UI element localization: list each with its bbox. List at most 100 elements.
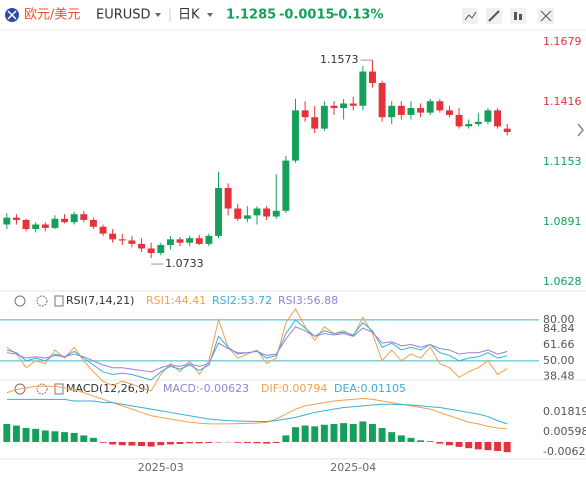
macd-bar [234,441,242,443]
tool-button[interactable] [510,8,526,24]
candle-body [359,71,367,106]
candle-body [272,210,280,217]
candle-body [388,105,396,118]
candle-body [205,235,213,244]
y-tick-label: 1.1416 [543,95,582,108]
macd-bar [12,425,20,442]
macd-bar [340,423,348,442]
candle-body [12,217,20,220]
legend-entry: MACD:-0.00623 [163,382,249,395]
candle-body [118,239,126,241]
macd-bar [157,441,165,446]
change-pct: -0.13% [333,8,384,23]
candle-body [147,248,155,254]
macd-line [6,385,508,430]
candle-body [176,239,184,243]
gear-icon[interactable] [36,295,48,307]
macd-header: MACD(12,26,9) [14,382,150,395]
macd-line [6,398,508,425]
x-tick-label: 2025-04 [330,461,376,474]
macd-bar [3,423,11,442]
macd-bar [397,435,405,442]
candle-body [195,238,203,244]
tool-icon [464,11,477,21]
candle-body [282,160,290,211]
candle-body [494,110,502,127]
macd-bar [147,441,155,447]
candle-body [292,110,299,161]
macd-bar [301,425,309,442]
candle-body [474,121,482,125]
macd-bar [426,441,434,442]
macd-bar [388,432,396,442]
candle-body [369,71,376,83]
gear-icon[interactable] [36,383,48,395]
expand-arrow[interactable] [577,123,584,137]
flag-mark [7,10,17,20]
tool-icon [514,12,517,20]
candle-body [301,110,309,118]
macd-bar [311,426,319,442]
macd-bar [166,441,174,445]
macd-bar [243,441,251,443]
y-tick-label: 80.00 [543,313,575,326]
macd-bar [263,441,271,444]
candle-body [215,187,222,236]
candle-body [166,239,174,246]
panel-icon[interactable] [54,383,64,395]
change: -0.0015 [279,8,335,23]
macd-bar [89,437,97,442]
rsi-header: RSI(7,14,21) [14,294,134,307]
macd-bar [282,435,290,442]
candle-body [436,101,444,111]
candle-body [3,217,11,225]
y-tick-label: 1.0891 [543,215,582,228]
macd-bar [445,441,453,446]
macd-bar [474,441,482,450]
symbol[interactable]: EURUSD [96,8,151,23]
dropdown-arrow[interactable] [155,13,161,17]
eye-icon[interactable] [14,295,26,307]
candle-body [349,103,357,106]
y-tick-label: 50.00 [543,354,575,367]
candle-body [128,240,136,244]
y-tick-label: 61.66 [543,338,575,351]
macd-bar [503,441,511,453]
candle-body [51,218,59,228]
macd-bar [272,441,280,443]
candle-body [22,219,30,230]
macd-bar [32,428,40,442]
macd-bar [369,423,376,442]
min-label: 1.0733 [165,257,204,270]
macd-bar [330,423,338,442]
legend-entry: DIF:0.00794 [261,382,327,395]
pair-name[interactable]: 欧元/美元 [24,8,80,23]
candle-body [407,108,415,115]
candle-body [61,218,69,223]
panel-icon[interactable] [54,295,64,307]
macd-bar [359,421,367,442]
macd-bar [407,437,415,442]
candle-body [89,219,97,227]
y-tick-label: 1.0628 [543,275,582,288]
macd-title: MACD(12,26,9) [66,382,150,395]
macd-bar [118,441,126,446]
period[interactable]: 日K [178,8,200,23]
macd-bar [51,431,59,442]
legend-entry: RSI3:56.88 [278,294,338,307]
macd-bar [61,432,69,442]
dropdown-arrow[interactable] [207,13,213,17]
eye-icon[interactable] [14,383,26,395]
tool-icon [519,14,522,20]
candle-body [417,108,425,113]
y-tick-label: 0.01819 [543,405,586,418]
legend-entry: RSI2:53.72 [212,294,272,307]
rsi-line [6,308,508,392]
toolbar: 欧元/美元 EURUSD 日K 1.1285 -0.0015 -0.13% [5,8,554,24]
candle-body [330,105,338,109]
candle-body [157,245,165,254]
macd-bar [205,441,213,443]
